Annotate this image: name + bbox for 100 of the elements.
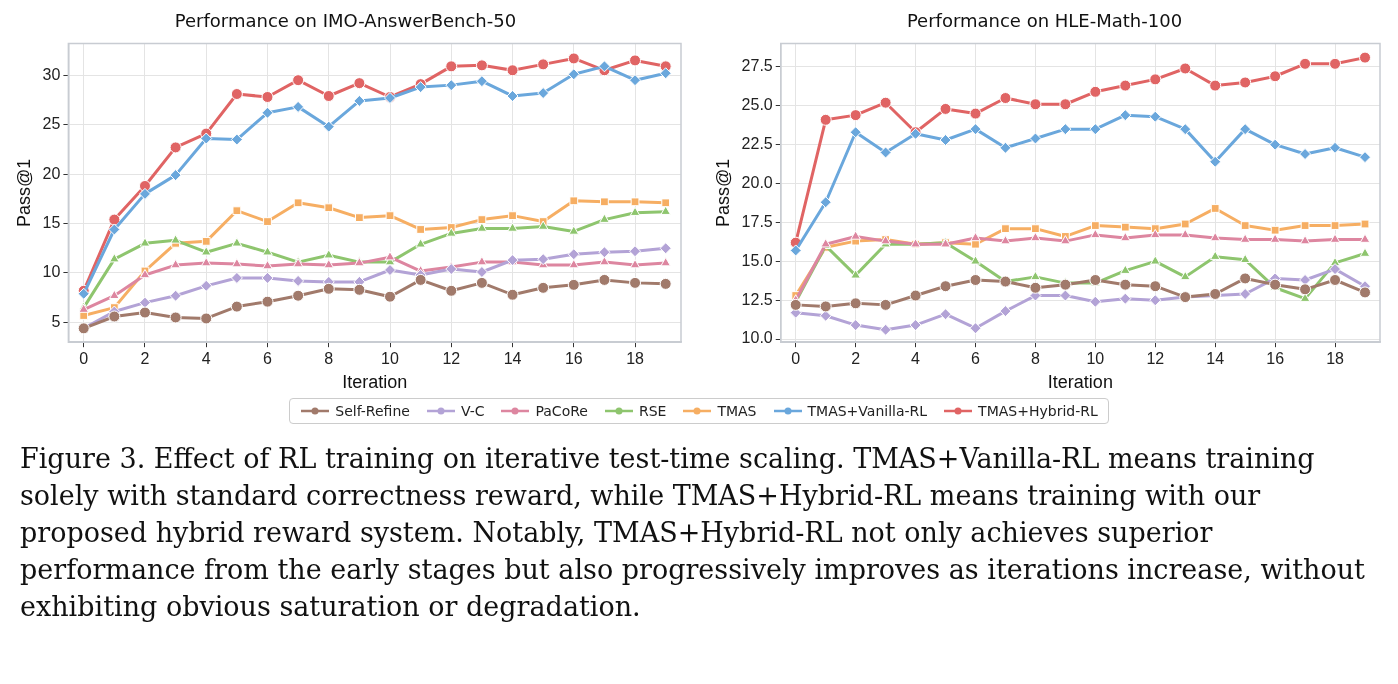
point xyxy=(879,96,892,109)
y-tick-label: 5 xyxy=(51,312,61,330)
point xyxy=(850,269,861,279)
point xyxy=(231,237,243,247)
x-tick-label: 2 xyxy=(851,350,861,368)
x-tick-label: 2 xyxy=(140,350,150,368)
point xyxy=(629,276,642,289)
point xyxy=(1180,219,1190,229)
y-axis-title: Pass@1 xyxy=(13,158,34,228)
point xyxy=(569,196,579,206)
point xyxy=(1359,151,1372,164)
point xyxy=(969,322,982,335)
point xyxy=(568,259,580,269)
x-tick-label: 14 xyxy=(1206,350,1225,368)
y-tick-label: 17.5 xyxy=(741,212,773,230)
y-tick-label: 25 xyxy=(42,115,61,133)
point xyxy=(1149,280,1162,293)
point xyxy=(508,211,517,221)
point xyxy=(598,246,611,259)
x-tick-label: 8 xyxy=(324,350,334,368)
point xyxy=(567,68,580,81)
point xyxy=(629,245,642,258)
point xyxy=(324,203,334,213)
point xyxy=(1060,235,1071,245)
point xyxy=(1329,141,1342,154)
y-tick-label: 20.0 xyxy=(741,173,773,191)
point xyxy=(384,290,397,303)
legend-label: Self-Refine xyxy=(335,403,410,419)
x-tick-label: 14 xyxy=(503,350,522,368)
x-axis-title: Iteration xyxy=(1047,372,1113,393)
point xyxy=(1149,294,1162,307)
point xyxy=(1239,287,1252,300)
point xyxy=(1299,57,1312,70)
x-tick-label: 18 xyxy=(626,350,645,368)
point xyxy=(1240,221,1250,230)
point xyxy=(1149,110,1162,123)
legend-label: TMAS+Vanilla-RL xyxy=(807,403,928,419)
point xyxy=(1150,255,1161,265)
point xyxy=(970,232,981,242)
point xyxy=(1329,273,1342,286)
point xyxy=(384,264,397,277)
point xyxy=(323,249,335,259)
point xyxy=(599,213,610,223)
x-tick-label: 6 xyxy=(971,350,981,368)
point xyxy=(849,126,862,139)
point xyxy=(138,187,151,200)
point xyxy=(261,295,274,308)
legend-label: PaCoRe xyxy=(535,403,588,419)
point xyxy=(262,260,273,270)
point xyxy=(568,225,580,235)
point xyxy=(353,77,366,90)
point xyxy=(1059,98,1072,111)
point xyxy=(789,244,802,257)
x-tick-label: 12 xyxy=(442,350,461,368)
x-tick-label: 12 xyxy=(1146,350,1165,368)
point xyxy=(263,217,272,226)
point xyxy=(1209,155,1222,168)
point xyxy=(939,308,952,321)
point xyxy=(599,256,610,266)
point xyxy=(200,312,213,325)
point xyxy=(879,146,892,159)
y-tick-label: 10 xyxy=(42,263,61,281)
point xyxy=(414,273,427,286)
point xyxy=(999,141,1012,154)
point xyxy=(1059,278,1072,291)
point xyxy=(108,213,121,226)
point xyxy=(1029,281,1042,294)
point xyxy=(476,222,488,232)
point xyxy=(230,271,243,284)
point xyxy=(1329,233,1341,243)
point xyxy=(537,220,549,230)
point xyxy=(322,90,335,102)
point xyxy=(262,246,273,256)
point xyxy=(292,274,305,287)
point xyxy=(322,282,335,295)
point xyxy=(261,271,274,284)
chart-title: Performance on HLE-Math-100 xyxy=(906,10,1183,32)
point xyxy=(108,310,121,323)
point xyxy=(1269,233,1281,243)
point xyxy=(909,289,922,302)
legend-label: TMAS xyxy=(717,403,757,419)
point xyxy=(999,92,1012,105)
point xyxy=(567,52,580,65)
point xyxy=(1089,85,1102,98)
point xyxy=(1000,235,1011,245)
point xyxy=(1270,225,1280,235)
x-tick-label: 6 xyxy=(263,350,273,368)
y-tick-label: 12.5 xyxy=(741,290,773,308)
point xyxy=(1179,228,1191,239)
point xyxy=(1179,270,1191,281)
point xyxy=(507,222,518,232)
caption: Figure 3. Effect of RL training on iterative test-time scaling. TMAS+Vanilla-RL means training solely with standard correctness reward, while TMAS+Hybrid-RL means training with our proposed hybrid reward system. Notably, TMAS+Hybrid-RL not only achieves superior performance from the early stages but also progressively improves as iterations increase, without exhibiting obvious saturation or degradation. xyxy=(20,442,1366,624)
legend-label: RSE xyxy=(638,403,667,419)
point xyxy=(660,257,671,267)
point xyxy=(200,246,212,256)
point xyxy=(169,141,182,154)
x-tick-label: 18 xyxy=(1326,350,1345,368)
point xyxy=(629,206,641,216)
point xyxy=(353,283,366,296)
point xyxy=(201,236,211,246)
